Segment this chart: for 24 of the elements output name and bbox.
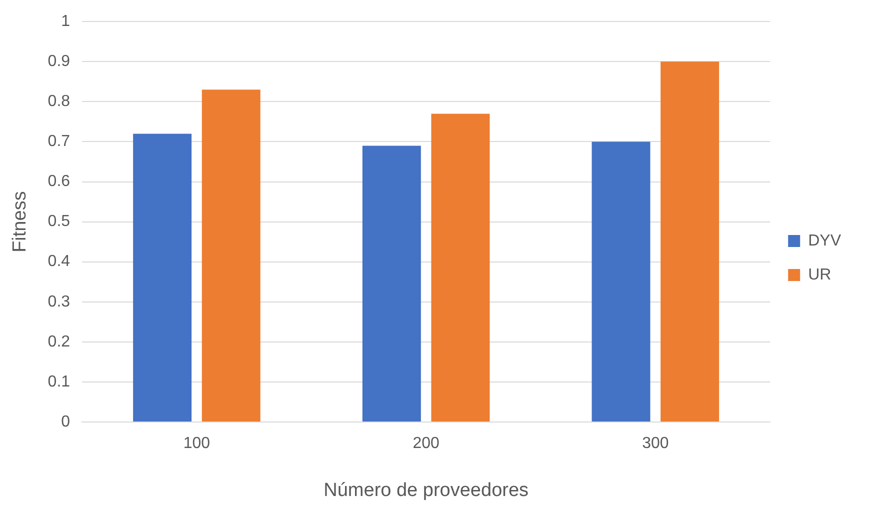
legend-label: UR [808, 266, 832, 284]
y-tick-label: 0.4 [48, 253, 70, 270]
x-axis-title: Número de proveedores [324, 480, 529, 501]
x-tick-label: 200 [412, 435, 440, 452]
bar [592, 142, 650, 422]
bar [362, 146, 421, 422]
y-tick-label: 0.2 [48, 333, 70, 350]
y-tick-label: 0.3 [48, 293, 70, 310]
y-tick-label: 0.5 [48, 213, 70, 230]
y-tick-label: 0 [61, 413, 70, 430]
y-tick-label: 0.7 [48, 133, 70, 150]
legend-label: DYV [808, 232, 842, 250]
x-tick-label: 100 [183, 435, 210, 452]
x-tick-label: 300 [642, 435, 669, 452]
bar [133, 134, 192, 422]
bar [660, 62, 720, 422]
y-tick-label: 0.6 [48, 173, 70, 190]
bar [431, 114, 490, 422]
y-tick-label: 0.8 [48, 93, 70, 110]
y-tick-label: 1 [61, 13, 70, 30]
y-axis-title: Fitness [10, 191, 31, 252]
y-tick-label: 0.1 [48, 373, 70, 390]
bar [202, 90, 260, 422]
y-tick-label: 0.9 [48, 53, 70, 70]
